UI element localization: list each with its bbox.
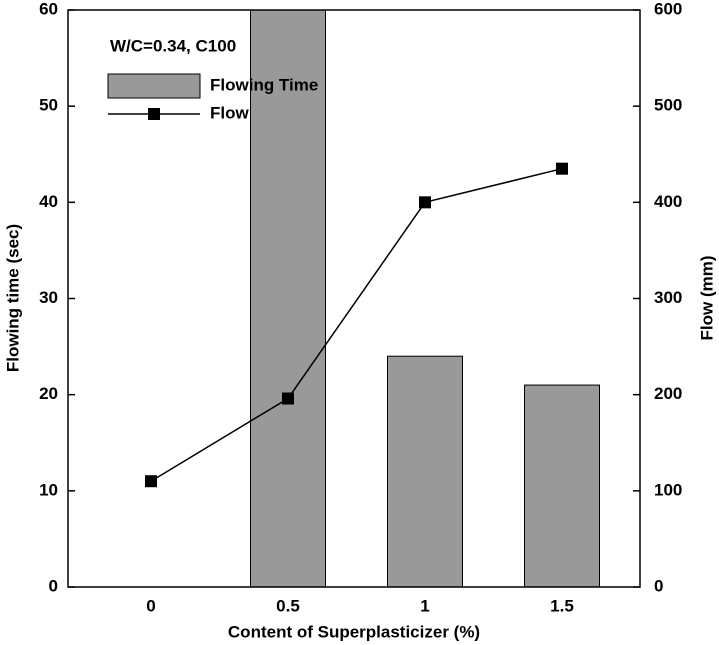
y-tick-label: 0 <box>49 576 58 595</box>
y-tick-label: 20 <box>39 384 58 403</box>
x-axis-title: Content of Superplasticizer (%) <box>228 622 480 641</box>
y-tick-label: 10 <box>39 480 58 499</box>
x-tick-label: 0 <box>146 596 155 615</box>
legend-marker <box>148 108 160 120</box>
y2-tick-label: 0 <box>654 576 663 595</box>
legend-label: Flow <box>210 103 249 122</box>
annotation: W/C=0.34, C100 <box>110 36 236 55</box>
y2-tick-label: 300 <box>654 288 682 307</box>
legend-label: Flowing Time <box>210 75 318 94</box>
bar <box>524 384 600 588</box>
y2-tick-label: 500 <box>654 96 682 115</box>
y-tick-label: 30 <box>39 288 58 307</box>
flow-marker <box>556 162 568 175</box>
y-tick-label: 40 <box>39 192 58 211</box>
bar <box>250 9 326 588</box>
y-tick-label: 60 <box>39 0 58 18</box>
y2-tick-label: 600 <box>654 0 682 18</box>
y2-tick-label: 400 <box>654 192 682 211</box>
x-tick-label: 1.5 <box>550 596 574 615</box>
flow-marker <box>419 196 431 209</box>
y-tick-label: 50 <box>39 96 58 115</box>
flow-line <box>150 167 563 482</box>
legend-swatch <box>107 73 201 99</box>
y2-axis-title: Flow (mm) <box>697 256 716 341</box>
bar <box>387 355 463 588</box>
y2-tick-label: 200 <box>654 384 682 403</box>
flow-marker <box>145 475 157 488</box>
x-tick-label: 1 <box>420 596 429 615</box>
y-axis-title: Flowing time (sec) <box>3 224 22 372</box>
flow-marker <box>282 392 294 405</box>
y2-tick-label: 100 <box>654 480 682 499</box>
x-tick-label: 0.5 <box>276 596 300 615</box>
